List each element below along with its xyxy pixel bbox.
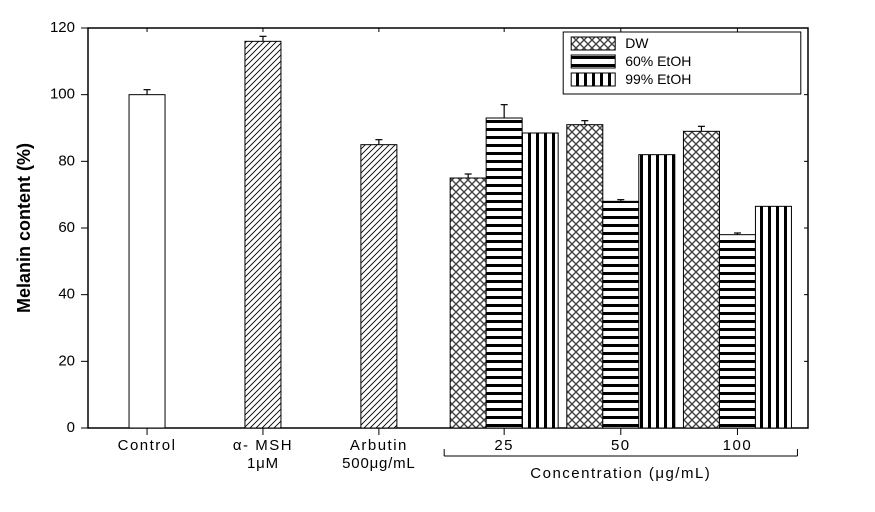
x-tick-label: α- MSH	[233, 437, 293, 454]
bar-arbutin-0	[361, 145, 397, 428]
bar-c50-1	[603, 201, 639, 428]
y-tick-label: 20	[58, 352, 75, 369]
bar-c100-0	[683, 131, 719, 428]
bar-c25-2	[522, 133, 558, 428]
y-tick-label: 120	[50, 19, 75, 36]
bar-c100-2	[755, 206, 791, 428]
legend-label-2: 99% EtOH	[625, 71, 691, 87]
bar-c25-0	[450, 178, 486, 428]
x-tick-label: 25	[494, 437, 514, 454]
bar-c50-0	[567, 125, 603, 428]
bar-c25-1	[486, 118, 522, 428]
bar-control-0	[129, 95, 165, 428]
bar-c100-1	[719, 235, 755, 428]
x-tick-sublabel: 1μM	[247, 455, 279, 472]
x-tick-label: 100	[723, 437, 753, 454]
bar-amsh-0	[245, 41, 281, 428]
legend-label-0: DW	[625, 35, 649, 51]
x-tick-label: Control	[118, 437, 177, 454]
concentration-label: Concentration (μg/mL)	[530, 465, 711, 482]
y-tick-label: 80	[58, 152, 75, 169]
x-tick-label: 50	[611, 437, 631, 454]
legend-swatch-1	[571, 55, 615, 68]
legend-label-1: 60% EtOH	[625, 53, 691, 69]
y-tick-label: 40	[58, 286, 75, 303]
x-tick-label: Arbutin	[350, 437, 408, 454]
legend-swatch-2	[571, 73, 615, 86]
y-tick-label: 0	[67, 419, 75, 436]
y-tick-label: 60	[58, 219, 75, 236]
melanin-chart: 0 20 40 60 80 100 120 Melanin content (%) Contro…	[0, 0, 875, 512]
y-axis-label: Melanin content (%)	[14, 143, 34, 313]
bar-c50-2	[639, 155, 675, 428]
x-tick-sublabel: 500μg/mL	[342, 455, 415, 472]
y-tick-label: 100	[50, 86, 75, 103]
legend-swatch-0	[571, 37, 615, 50]
